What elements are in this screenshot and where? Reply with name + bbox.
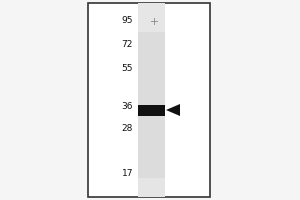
Bar — [88, 3, 210, 197]
Text: 36: 36 — [122, 102, 133, 111]
Bar — [138, 178, 165, 197]
Polygon shape — [166, 104, 180, 116]
Bar — [138, 3, 165, 32]
Text: 72: 72 — [122, 40, 133, 49]
Text: 55: 55 — [122, 64, 133, 73]
Text: 95: 95 — [122, 16, 133, 25]
Bar — [138, 105, 165, 116]
Text: 28: 28 — [122, 124, 133, 133]
Text: 17: 17 — [122, 169, 133, 178]
Bar — [138, 3, 165, 197]
